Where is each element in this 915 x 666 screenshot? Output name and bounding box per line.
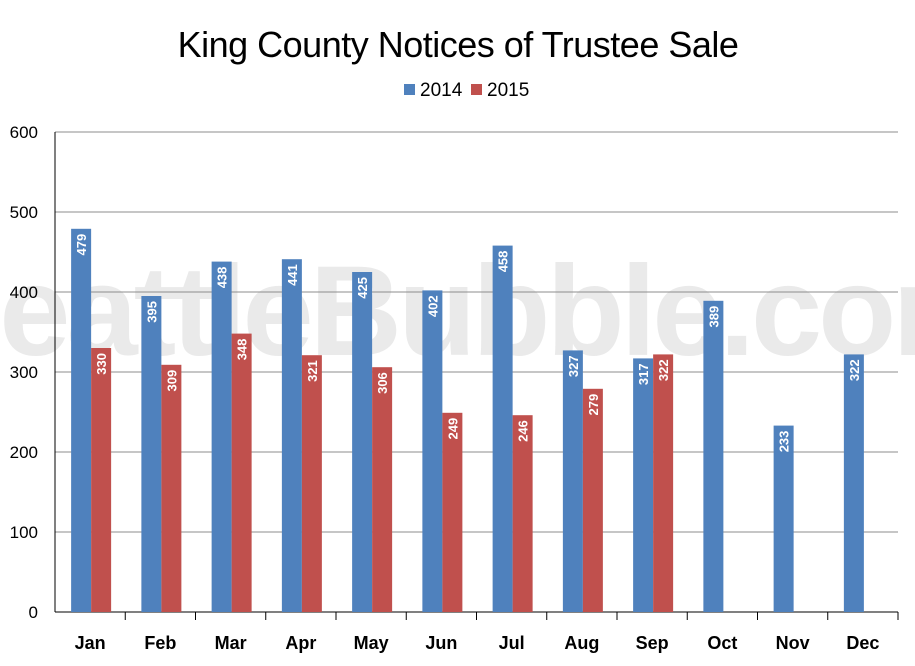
x-tick-label: Nov <box>776 633 810 653</box>
y-tick-label: 600 <box>10 123 38 142</box>
bar-2014-feb <box>141 296 162 612</box>
legend-swatch <box>471 84 482 95</box>
x-tick-label: Sep <box>636 633 669 653</box>
bar-2014-jun <box>422 290 443 612</box>
bar-2015-feb <box>161 364 182 612</box>
bar-2015-apr <box>301 355 322 612</box>
x-tick-label: Aug <box>564 633 599 653</box>
data-label: 322 <box>656 359 671 381</box>
x-tick-label: Jun <box>425 633 457 653</box>
x-tick-label: Apr <box>285 633 316 653</box>
x-tick-label: Oct <box>707 633 737 653</box>
data-label: 322 <box>847 359 862 381</box>
x-tick-label: May <box>354 633 389 653</box>
y-tick-label: 400 <box>10 283 38 302</box>
bar-2014-mar <box>211 261 232 612</box>
bar-2014-oct <box>703 300 724 612</box>
data-label: 438 <box>215 267 230 289</box>
bar-2015-mar <box>231 333 252 612</box>
data-label: 249 <box>445 418 460 440</box>
data-label: 479 <box>74 234 89 256</box>
bar-2014-jul <box>492 245 513 612</box>
bar-2014-apr <box>281 259 302 612</box>
bar-2014-jan <box>71 228 92 613</box>
x-tick-label: Dec <box>846 633 879 653</box>
legend-label: 2014 <box>420 80 463 101</box>
y-tick-label: 0 <box>29 603 38 622</box>
legend-swatch <box>404 84 415 95</box>
data-label: 246 <box>516 420 531 442</box>
data-label: 317 <box>636 363 651 385</box>
y-tick-label: 300 <box>10 363 38 382</box>
bar-2015-jun <box>442 412 463 612</box>
bar-2014-nov <box>773 425 794 612</box>
bar-2015-may <box>372 367 393 612</box>
bar-2015-aug <box>582 388 603 612</box>
data-label: 348 <box>235 339 250 361</box>
data-label: 279 <box>586 394 601 416</box>
data-label: 321 <box>305 360 320 382</box>
y-tick-label: 200 <box>10 443 38 462</box>
x-axis: Jan Feb Mar Apr May Jun Jul Aug Sep Oct Nov Dec <box>75 612 899 653</box>
bar-2014-sep <box>633 358 654 612</box>
data-label: 402 <box>425 295 440 317</box>
data-label: 425 <box>355 277 370 299</box>
y-tick-label: 100 <box>10 523 38 542</box>
data-label: 309 <box>164 370 179 392</box>
legend-label: 2015 <box>487 80 529 101</box>
data-label: 233 <box>777 431 792 453</box>
data-label: 327 <box>566 355 581 377</box>
data-label: 441 <box>285 264 300 286</box>
y-tick-label: 500 <box>10 203 38 222</box>
x-tick-label: Mar <box>215 633 247 653</box>
bars: 479 330 395 309 438 348 441 321 425 306 402 249 458 2… <box>71 228 864 613</box>
bar-2014-aug <box>562 350 583 612</box>
bar-2015-jul <box>512 415 533 612</box>
data-label: 306 <box>375 372 390 394</box>
bar-2015-jan <box>91 348 112 612</box>
data-label: 330 <box>94 353 109 375</box>
data-label: 389 <box>706 306 721 328</box>
bar-2015-sep <box>653 354 674 612</box>
legend: 2014 2015 <box>404 80 529 101</box>
y-axis: 0 100 200 300 400 500 600 <box>10 123 56 622</box>
chart-title: King County Notices of Trustee Sale <box>178 24 739 65</box>
watermark: SeattleBubble.com <box>0 240 915 383</box>
gridlines <box>55 131 898 613</box>
bar-2014-may <box>352 272 373 612</box>
data-label: 395 <box>144 301 159 323</box>
x-tick-label: Jul <box>499 633 525 653</box>
bar-2014-dec <box>843 354 864 612</box>
x-tick-label: Feb <box>144 633 176 653</box>
x-tick-label: Jan <box>75 633 106 653</box>
data-label: 458 <box>496 251 511 273</box>
